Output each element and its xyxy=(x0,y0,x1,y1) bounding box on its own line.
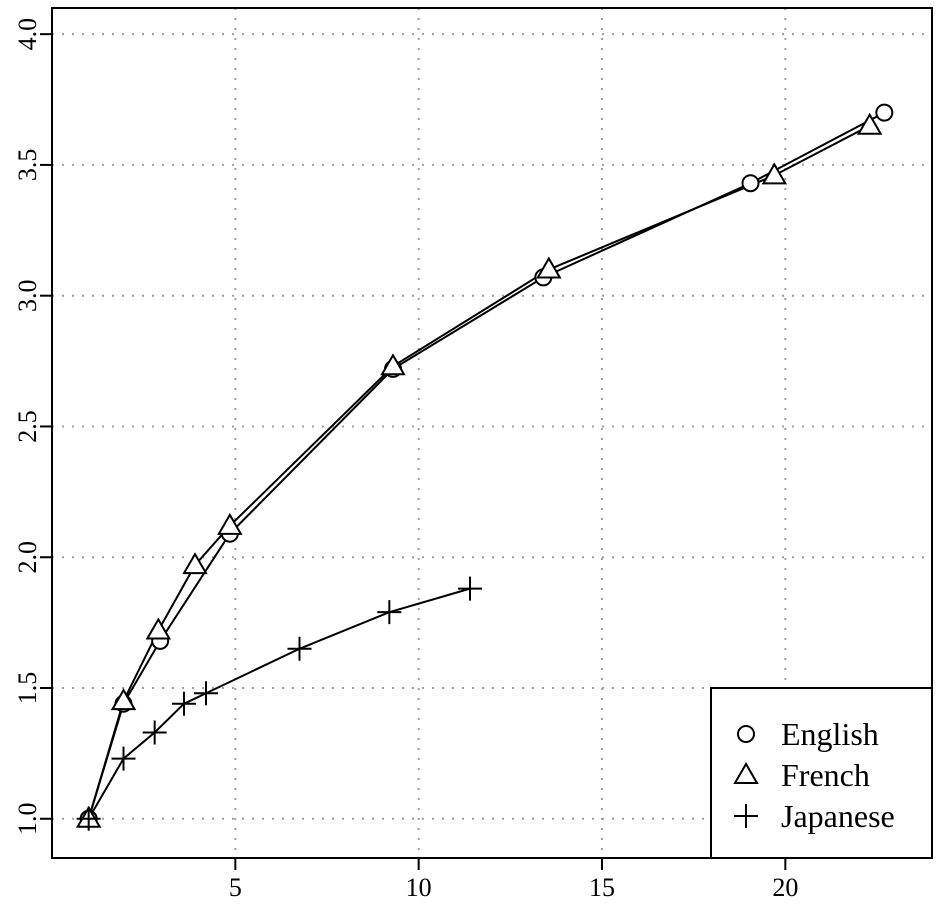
plot-frame xyxy=(51,7,933,859)
data-point-japanese xyxy=(287,636,312,661)
data-markers xyxy=(75,103,894,831)
axes: 5 10 15 20 1.0 1.5 2.0 2.5 3.0 3.5 4.0 xyxy=(13,18,798,902)
series-line-japanese xyxy=(87,587,471,820)
data-point-french xyxy=(536,256,562,279)
grid xyxy=(52,8,932,858)
legend-label-japanese: Japanese xyxy=(781,798,895,834)
data-point-japanese xyxy=(172,691,196,716)
x-tick-label: 15 xyxy=(589,873,615,902)
legend: English French Japanese xyxy=(710,687,933,859)
legend-marker-french xyxy=(733,762,759,784)
y-tick-label: 2.5 xyxy=(13,410,42,443)
y-tick-label: 3.0 xyxy=(13,279,42,312)
data-point-french xyxy=(182,552,208,575)
data-point-french xyxy=(380,353,406,376)
x-tick-label: 10 xyxy=(406,873,432,902)
data-point-english xyxy=(741,174,760,193)
legend-label-english: English xyxy=(781,716,879,752)
y-tick-label: 1.5 xyxy=(13,672,42,705)
data-point-english xyxy=(875,103,894,122)
x-tick-label: 20 xyxy=(772,873,798,902)
data-point-japanese xyxy=(142,720,167,745)
data-point-japanese xyxy=(377,600,402,625)
legend-label-french: French xyxy=(781,757,870,793)
data-point-french xyxy=(856,112,883,135)
y-tick-label: 4.0 xyxy=(13,18,42,51)
y-tick-label: 1.0 xyxy=(13,803,42,836)
data-point-japanese xyxy=(111,746,136,771)
data-point-japanese xyxy=(76,806,101,831)
data-point-french xyxy=(217,512,243,535)
data-point-french xyxy=(145,617,172,640)
legend-marker-japanese xyxy=(734,804,758,828)
data-point-japanese xyxy=(194,681,218,706)
y-tick-label: 2.0 xyxy=(13,541,42,574)
y-tick-label: 3.5 xyxy=(13,149,42,182)
data-point-french xyxy=(110,688,137,711)
data-point-french xyxy=(761,162,788,185)
x-tick-label: 5 xyxy=(229,873,242,902)
legend-marker-english xyxy=(737,725,755,743)
data-point-japanese xyxy=(458,576,482,601)
